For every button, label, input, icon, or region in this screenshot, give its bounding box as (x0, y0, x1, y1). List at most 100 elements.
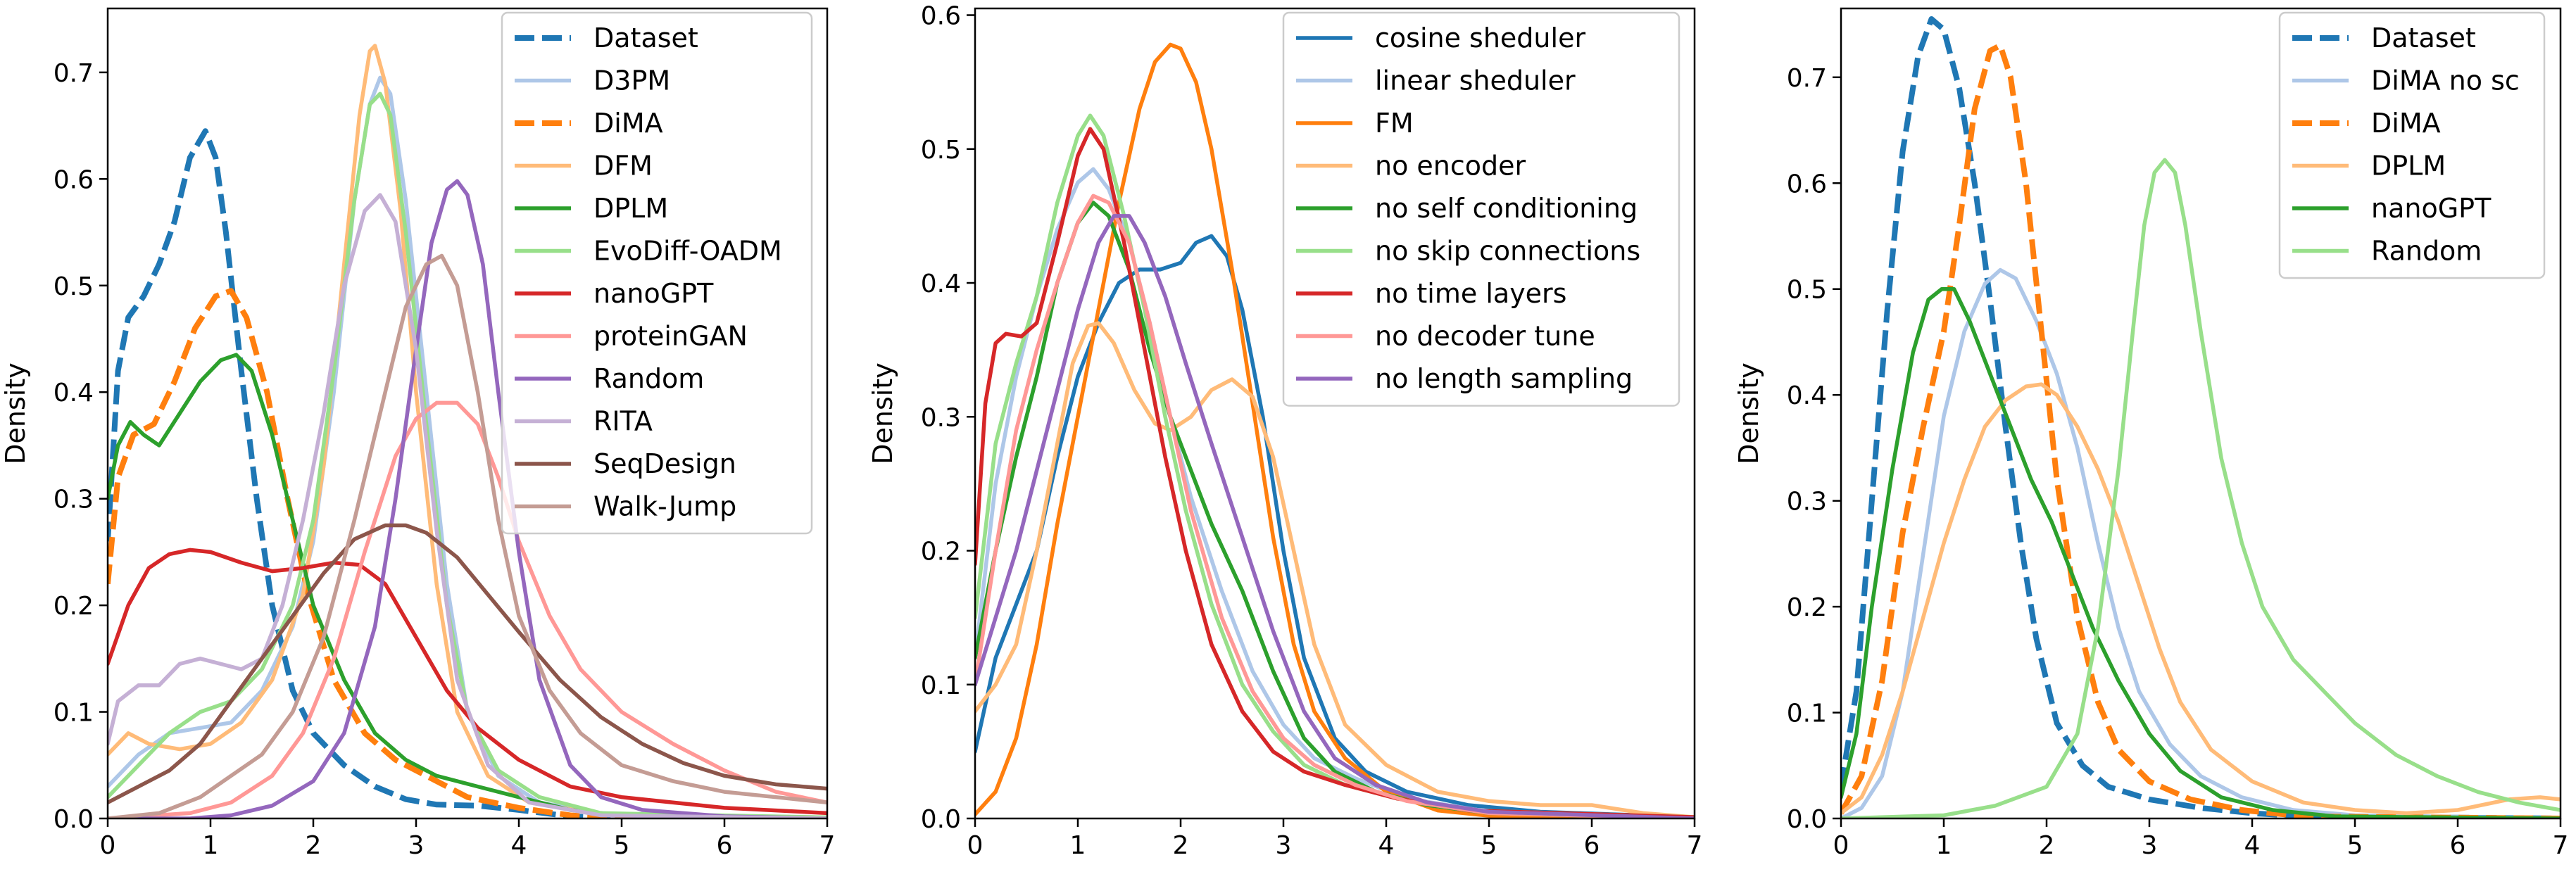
series-line-seqdesign (108, 523, 827, 805)
y-tick-label: 0.2 (921, 538, 961, 567)
legend-entry-label: SeqDesign (593, 448, 736, 479)
legend-entry-label: DiMA (2371, 108, 2441, 139)
y-tick-label: 0.3 (54, 486, 94, 514)
y-tick-label: 0.4 (921, 270, 961, 298)
x-tick-label: 3 (1276, 831, 1292, 860)
legend-entry-label: no time layers (1375, 278, 1566, 309)
x-tick-label: 7 (2553, 831, 2569, 860)
x-tick-label: 6 (717, 831, 733, 860)
x-tick-label: 5 (2347, 831, 2363, 860)
legend-entry-label: Random (593, 363, 704, 394)
legend-entry-label: no skip connections (1375, 236, 1640, 267)
y-tick-label: 0.0 (54, 805, 94, 834)
legend-entry-label: no length sampling (1375, 363, 1633, 394)
series-line-random (1841, 158, 2561, 818)
legend-entry-label: Walk-Jump (593, 491, 736, 522)
series-line-nanogpt (108, 548, 827, 816)
y-tick-label: 0.7 (1787, 64, 1827, 93)
legend-entry-label: DiMA (593, 108, 663, 139)
legend-entry-label: RITA (593, 406, 653, 437)
y-tick-label: 0.0 (921, 805, 961, 834)
y-tick-label: 0.5 (1787, 276, 1827, 305)
series-line-cosine-sheduler (975, 234, 1695, 818)
y-tick-label: 0.1 (54, 699, 94, 728)
axes-frame (1840, 7, 2562, 820)
axes-frame (106, 7, 829, 820)
x-tick-label: 1 (1936, 831, 1952, 860)
legend-entry-label: nanoGPT (593, 278, 714, 309)
panel-middle-ablation-study: 0 1 2 3 4 5 6 7 0.0 0.1 0.2 0.3 0.4 0.5 0.6 Density cosi… (867, 2, 1702, 860)
series-line-dataset (108, 128, 827, 818)
y-tick-label: 0.5 (921, 136, 961, 165)
y-tick-label: 0.2 (1787, 593, 1827, 622)
y-tick-label: 0.6 (1787, 170, 1827, 198)
x-tick-label: 0 (100, 831, 116, 860)
x-tick-label: 3 (408, 831, 425, 860)
y-tick-label: 0.4 (54, 379, 94, 407)
legend-entry-label: Dataset (593, 23, 698, 53)
legend-entry-label: no decoder tune (1375, 321, 1595, 352)
y-tick-label: 0.2 (54, 592, 94, 621)
series-line-dplm (108, 353, 827, 818)
series-line-no-decoder-tune (975, 194, 1695, 818)
legend-entry-label: DFM (593, 151, 653, 182)
series-line-dplm (1841, 382, 2561, 816)
legend-entry-label: DPLM (593, 193, 668, 224)
x-tick-label: 6 (1584, 831, 1600, 860)
legend-box (501, 11, 813, 535)
legend-entry-label: proteinGAN (593, 321, 748, 352)
y-tick-label: 0.3 (1787, 488, 1827, 517)
series-group (1841, 16, 2561, 818)
y-tick-label: 0.3 (921, 403, 961, 432)
x-tick-label: 6 (2450, 831, 2466, 860)
legend-entry-label: no self conditioning (1375, 193, 1638, 224)
y-tick-label: 0.4 (1787, 381, 1827, 410)
legend-entry-label: FM (1375, 108, 1414, 139)
legend-entry-label: EvoDiff-OADM (593, 236, 782, 267)
y-axis-label: Density (867, 362, 898, 464)
series-group (108, 44, 827, 818)
series-line-no-time-layers (975, 127, 1695, 818)
y-tick-label: 0.1 (1787, 700, 1827, 728)
series-line-no-encoder (975, 321, 1695, 818)
x-tick-label: 4 (511, 831, 527, 860)
series-line-fm (975, 42, 1695, 818)
x-tick-label: 1 (203, 831, 219, 860)
legend-entry-label: linear sheduler (1375, 65, 1576, 96)
series-line-dima (1841, 42, 2561, 818)
x-tick-label: 7 (1687, 831, 1703, 860)
panel-left-model-comparison: 0 1 2 3 4 5 6 7 0.0 0.1 0.2 0.3 0.4 0.5 0.6 0.7 Density D… (0, 7, 836, 860)
panel-right-model-comparison: 0 1 2 3 4 5 6 7 0.0 0.1 0.2 0.3 0.4 0.5 0.6 0.7 Density D… (1733, 7, 2569, 860)
x-tick-label: 2 (2039, 831, 2055, 860)
legend-entry-label: no encoder (1375, 151, 1526, 182)
legend-entry-label: Dataset (2371, 23, 2476, 53)
series-line-dima-no-sc (1841, 267, 2561, 818)
series-line-rita (108, 193, 827, 818)
legend-entry-label: DPLM (2371, 151, 2446, 182)
series-line-dataset (1841, 16, 2561, 818)
axes-frame (974, 7, 1696, 820)
series-group (975, 42, 1695, 818)
legend-entry-label: Random (2371, 236, 2482, 267)
legend-box (1282, 11, 1680, 407)
y-tick-label: 0.6 (921, 2, 961, 31)
y-tick-label: 0.5 (54, 272, 94, 301)
x-tick-label: 4 (1378, 831, 1395, 860)
y-tick-label: 0.0 (1787, 805, 1827, 834)
legend-entry-label: nanoGPT (2371, 193, 2492, 224)
x-tick-label: 7 (819, 831, 836, 860)
x-tick-label: 0 (1833, 831, 1849, 860)
x-tick-label: 3 (2142, 831, 2158, 860)
y-tick-label: 0.7 (54, 59, 94, 88)
series-line-evodiff-oadm (108, 91, 827, 818)
legend-entry-label: D3PM (593, 65, 670, 96)
x-tick-label: 5 (614, 831, 630, 860)
series-line-proteingan (108, 400, 827, 818)
series-line-random (108, 179, 827, 818)
series-line-walk-jump (108, 253, 827, 818)
legend-entry-label: DiMA no sc (2371, 65, 2520, 96)
y-tick-label: 0.6 (54, 165, 94, 194)
x-tick-label: 2 (1173, 831, 1189, 860)
x-tick-label: 5 (1481, 831, 1497, 860)
